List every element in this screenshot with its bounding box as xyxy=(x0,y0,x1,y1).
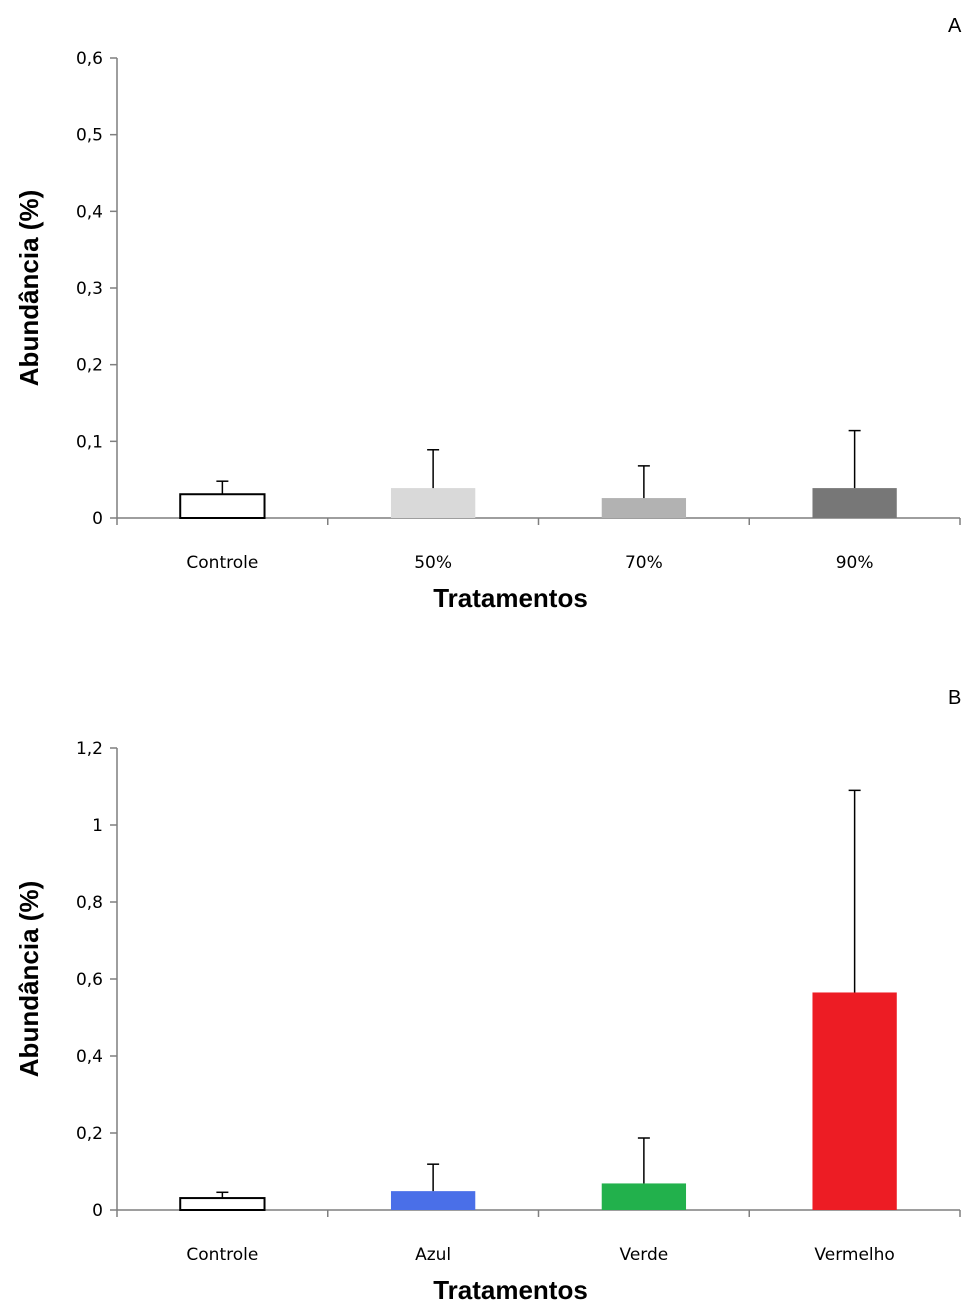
chart-a-y-tick-label: 0,3 xyxy=(76,279,103,299)
chart-b-y-tick-label: 0,4 xyxy=(76,1047,103,1067)
chart-b-y-tick-label: 0,6 xyxy=(76,970,103,990)
chart-a-y-axis-title: Abundância (%) xyxy=(14,190,44,386)
chart-b-bar-0 xyxy=(179,1197,266,1212)
chart-b-bar-1 xyxy=(390,1191,476,1210)
chart-a-x-axis-title: Tratamentos xyxy=(433,583,588,613)
chart-a-bar-1 xyxy=(390,488,476,518)
chart-a-category-label: 90% xyxy=(836,553,874,573)
chart-b-category-label: Azul xyxy=(415,1245,451,1265)
chart-a-y-tick-label: 0,4 xyxy=(76,202,103,222)
chart-a-y-tick-label: 0,2 xyxy=(76,356,103,376)
chart-b-y-tick-label: 1,2 xyxy=(76,739,103,759)
chart-b-bar-3 xyxy=(812,992,897,1210)
chart-panel-a: A 0 0,1 0,2 0,3 0,4 0,5 0,6 Controle 50% 70% 90% Tra… xyxy=(0,0,967,650)
chart-a-panel-letter: A xyxy=(948,15,962,37)
chart-a-category-label: Controle xyxy=(186,553,258,573)
chart-b-svg: B 0 0,2 0,4 0,6 0,8 1 1,2 Controle Azul Verde Verme… xyxy=(14,687,961,1304)
chart-b-y-tick-label: 0,8 xyxy=(76,893,103,913)
chart-b-y-tick-label: 0,2 xyxy=(76,1124,103,1144)
chart-a-y-tick-label: 0,5 xyxy=(76,126,103,146)
chart-b-y-tick-label: 0 xyxy=(92,1201,103,1221)
chart-a-y-tick-label: 0,6 xyxy=(76,49,103,69)
chart-a-bar-2 xyxy=(601,498,687,518)
chart-a-y-tick-label: 0,1 xyxy=(76,432,103,452)
chart-a-category-label: 70% xyxy=(625,553,663,573)
chart-b-y-tick-label: 1 xyxy=(92,816,103,836)
chart-b-category-label: Vermelho xyxy=(814,1245,894,1265)
chart-a-bar-0 xyxy=(179,493,266,520)
chart-b-category-label: Verde xyxy=(620,1245,669,1265)
chart-b-y-axis-title: Abundância (%) xyxy=(14,881,44,1077)
chart-a-svg: A 0 0,1 0,2 0,3 0,4 0,5 0,6 Controle 50% 70% 90% Tra… xyxy=(14,15,962,613)
chart-b-bar-2 xyxy=(601,1183,687,1210)
chart-a-category-label: 50% xyxy=(414,553,452,573)
chart-a-y-tick-label: 0 xyxy=(92,509,103,529)
chart-b-panel-letter: B xyxy=(948,687,961,709)
chart-b-x-axis-title: Tratamentos xyxy=(433,1275,588,1304)
chart-b-category-label: Controle xyxy=(186,1245,258,1265)
chart-panel-b: B 0 0,2 0,4 0,6 0,8 1 1,2 Controle Azul Verde Verme… xyxy=(0,650,967,1304)
chart-a-bar-3 xyxy=(812,488,897,518)
